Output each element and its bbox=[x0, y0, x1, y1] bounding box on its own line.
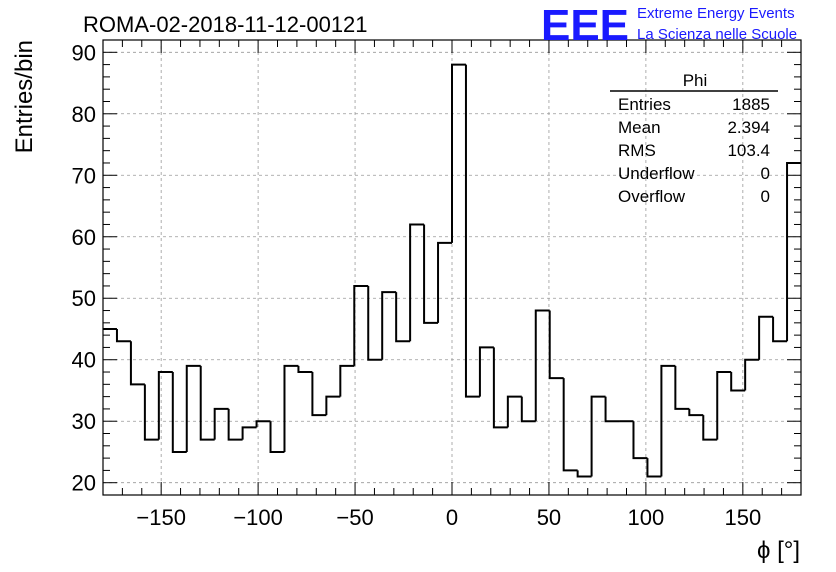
histogram-bin bbox=[674, 365, 690, 410]
stats-title: Phi bbox=[683, 71, 708, 90]
y-tick-label: 90 bbox=[72, 40, 96, 65]
eee-logo: EEE Extreme Energy Events La Scienza nel… bbox=[541, 1, 797, 50]
histogram-bin bbox=[423, 224, 439, 324]
y-tick-label: 80 bbox=[72, 102, 96, 127]
chart-title: ROMA-02-2018-11-12-00121 bbox=[83, 12, 368, 37]
stats-row-value: 1885 bbox=[732, 95, 770, 114]
histogram-bin bbox=[744, 358, 760, 391]
histogram-bin bbox=[548, 310, 564, 380]
histogram-bin bbox=[213, 407, 229, 440]
histogram-bin bbox=[269, 421, 285, 453]
histogram-bin bbox=[381, 291, 397, 360]
histogram-bin bbox=[478, 346, 494, 397]
x-tick-label: 0 bbox=[446, 505, 458, 530]
histogram-bin bbox=[255, 420, 271, 428]
histogram-bin bbox=[395, 292, 411, 343]
histogram-bin bbox=[157, 371, 173, 440]
histogram-bin bbox=[702, 415, 718, 441]
histogram-bin bbox=[758, 315, 774, 360]
histogram-bin bbox=[786, 161, 801, 342]
x-tick-label: −50 bbox=[336, 505, 373, 530]
y-tick-label: 50 bbox=[72, 286, 96, 311]
histogram-bin bbox=[311, 372, 327, 417]
x-tick-label: 100 bbox=[628, 505, 665, 530]
x-tick-label: 50 bbox=[537, 505, 561, 530]
histogram-bin bbox=[492, 347, 508, 429]
stats-row-label: Overflow bbox=[618, 187, 686, 206]
histogram-bin bbox=[716, 371, 732, 440]
histogram-bin bbox=[339, 364, 355, 397]
x-tick-label: 150 bbox=[724, 505, 761, 530]
stats-row-label: Entries bbox=[618, 95, 671, 114]
stats-rows: Entries 1885 Mean 2.394 RMS 103.4 Underflow 0 Ov… bbox=[618, 95, 770, 206]
histogram-bin bbox=[129, 341, 145, 386]
histogram-bin bbox=[199, 365, 215, 441]
y-tick-label: 20 bbox=[72, 471, 96, 496]
histogram-bin bbox=[283, 364, 299, 452]
stats-row-value: 0 bbox=[761, 187, 770, 206]
eee-logo-line2: La Scienza nelle Scuole bbox=[637, 26, 797, 43]
histogram-bin bbox=[451, 63, 466, 243]
histogram-bin bbox=[660, 364, 676, 477]
histogram-bin bbox=[520, 396, 536, 423]
stats-row-value: 0 bbox=[761, 164, 770, 183]
eee-logo-line1: Extreme Energy Events bbox=[637, 5, 795, 22]
histogram-bin bbox=[143, 384, 159, 441]
x-tick-label: −150 bbox=[136, 505, 186, 530]
eee-logo-mark: EEE bbox=[541, 1, 629, 50]
y-tick-label: 40 bbox=[72, 348, 96, 373]
stats-row-label: Mean bbox=[618, 118, 661, 137]
histogram-bin bbox=[604, 396, 620, 423]
stats-row-value: 2.394 bbox=[727, 118, 770, 137]
histogram-bin bbox=[590, 395, 606, 477]
y-tick-label: 30 bbox=[72, 409, 96, 434]
histogram-bin bbox=[409, 223, 425, 342]
tick-labels: −150 −100 −50 0 50 100 150 20 30 40 50 60 70 80 90 bbox=[72, 40, 762, 530]
x-tick-label: −100 bbox=[233, 505, 283, 530]
histogram-bin bbox=[576, 470, 592, 478]
histogram-bin bbox=[646, 458, 662, 478]
axis-ticks bbox=[102, 39, 802, 496]
histogram-bin bbox=[367, 285, 383, 361]
histogram-bin bbox=[171, 372, 187, 453]
histogram-bin bbox=[632, 421, 648, 460]
histogram-bin bbox=[730, 372, 746, 392]
histogram-bin bbox=[297, 365, 313, 374]
histogram-bin bbox=[772, 316, 788, 343]
stats-row-label: RMS bbox=[618, 141, 656, 160]
histogram-bin bbox=[185, 364, 201, 452]
y-tick-label: 70 bbox=[72, 163, 96, 188]
histogram-bin bbox=[437, 241, 452, 323]
histogram-bin bbox=[115, 328, 131, 343]
histogram-bin bbox=[227, 408, 243, 441]
histogram-bin bbox=[534, 309, 550, 422]
histogram-bins bbox=[103, 63, 801, 478]
stats-row-value: 103.4 bbox=[727, 141, 770, 160]
x-axis-label: ϕ [°] bbox=[757, 537, 800, 564]
histogram-bin bbox=[464, 64, 480, 398]
stats-box: Phi Entries 1885 Mean 2.394 RMS 103.4 Underflo… bbox=[610, 71, 778, 206]
histogram-bin bbox=[506, 395, 522, 428]
y-tick-label: 60 bbox=[72, 225, 96, 250]
stats-row-label: Underflow bbox=[618, 164, 695, 183]
histogram-bin bbox=[562, 378, 578, 472]
histogram-bin bbox=[241, 426, 257, 440]
histogram-bin bbox=[688, 408, 704, 417]
histogram-bin bbox=[353, 284, 369, 366]
y-axis-label: Entries/bin bbox=[11, 40, 38, 153]
histogram-bin bbox=[325, 395, 341, 416]
